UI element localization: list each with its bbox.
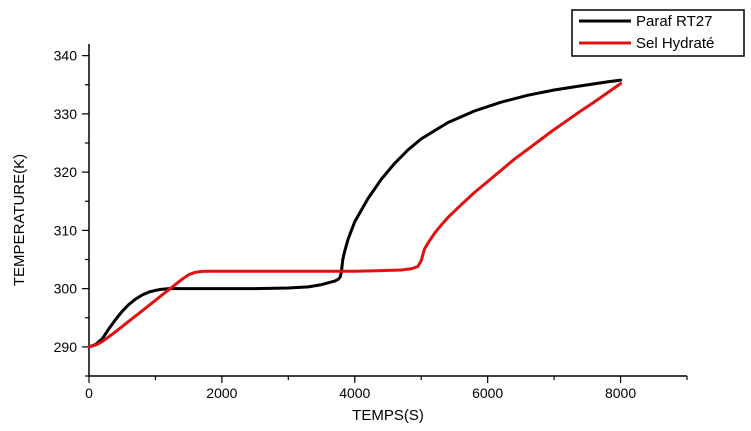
series-layer	[89, 80, 621, 347]
x-tick-label: 6000	[472, 385, 503, 401]
axes: 0 2000 4000 6000 8000 290 300 310 320 330 340	[54, 44, 687, 401]
y-tick-label: 330	[54, 106, 78, 122]
x-tick-label: 8000	[605, 385, 636, 401]
x-tick-label: 0	[85, 385, 93, 401]
y-tick-label: 320	[54, 164, 78, 180]
x-tick-label: 2000	[206, 385, 237, 401]
legend-label-sel: Sel Hydraté	[636, 35, 714, 52]
y-tick-label: 290	[54, 339, 78, 355]
y-tick-label: 340	[54, 48, 78, 64]
y-tick-label: 310	[54, 222, 78, 238]
x-tick-label: 4000	[339, 385, 370, 401]
series-line-sel	[89, 84, 621, 347]
y-axis-title: TEMPERATURE(K)	[11, 154, 28, 286]
y-tick-label: 300	[54, 281, 78, 297]
x-axis-title: TEMPS(S)	[352, 407, 424, 424]
legend: Paraf RT27 Sel Hydraté	[572, 10, 744, 56]
legend-label-paraf: Paraf RT27	[636, 13, 712, 30]
series-line-paraf	[89, 80, 621, 347]
